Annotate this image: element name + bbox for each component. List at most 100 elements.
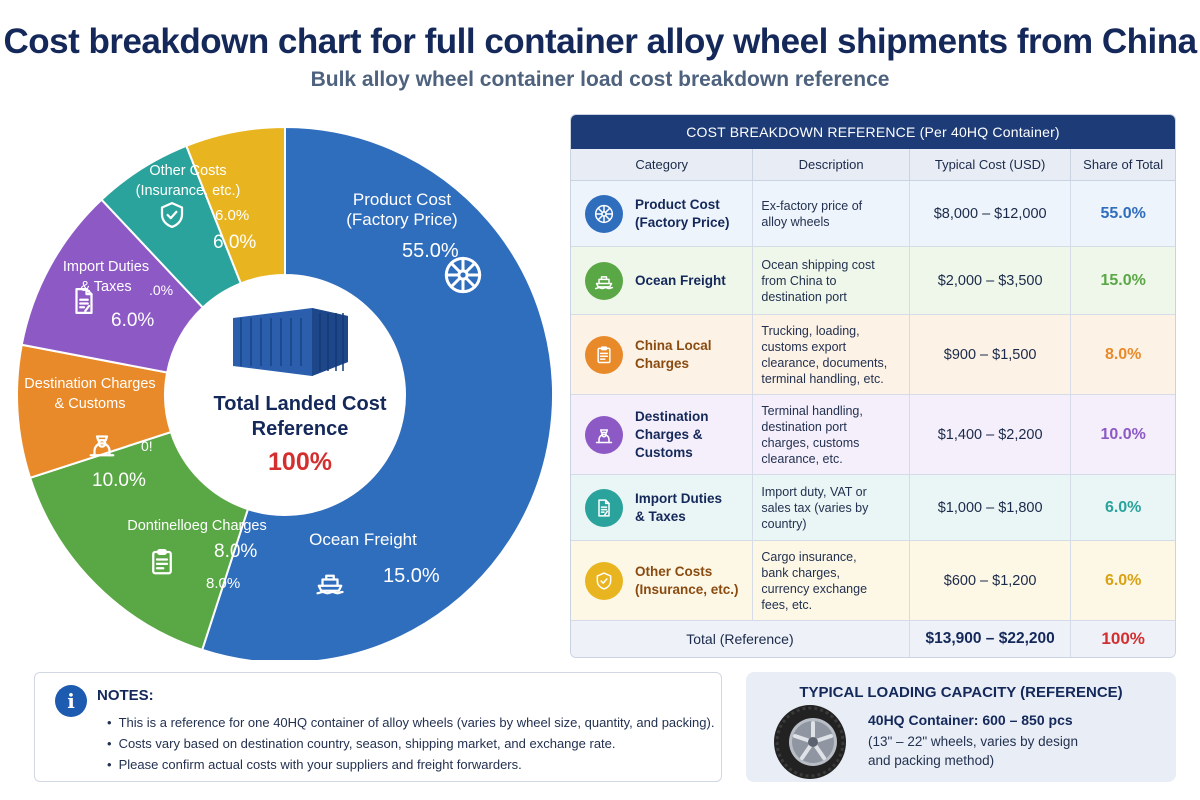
row-category-line: Ocean Freight (635, 272, 726, 288)
row-description: Trucking, loading, customs export clearanc… (753, 315, 910, 394)
total-share: 100% (1101, 629, 1145, 648)
row-cost: $900 – $1,500 (910, 315, 1072, 394)
info-icon: i (55, 685, 87, 717)
ship-icon (316, 574, 344, 595)
row-category-line: Destination (635, 408, 709, 424)
row-description-line: Ex-factory price of (761, 198, 863, 213)
row-cost: $8,000 – $12,000 (910, 181, 1072, 246)
slice-extra: 0! (141, 438, 153, 454)
row-cost: $2,000 – $3,500 (910, 247, 1072, 314)
table-row: Import Duties & Taxes Import duty, VAT or s… (571, 475, 1175, 541)
row-category-line: Charges & Customs (635, 426, 703, 460)
capacity-detail-line: and packing method) (868, 753, 995, 768)
officer-icon (585, 415, 623, 454)
row-description-line: Cargo insurance, (761, 549, 857, 564)
slice-percent: 10.0% (92, 470, 146, 491)
row-share: 6.0% (1104, 498, 1142, 516)
row-share: 6.0% (1104, 571, 1142, 589)
row-description-line: Ocean shipping cost (761, 257, 875, 272)
row-category: Other Costs (Insurance, etc.) (571, 541, 754, 620)
slice-label: (Factory Price) (346, 210, 457, 229)
row-description-line: terminal handling, etc. (761, 371, 884, 386)
capacity-main: 40HQ Container: 600 – 850 pcs (868, 712, 1073, 728)
table-row: Destination Charges & Customs Terminal han… (571, 395, 1175, 475)
capacity-detail-line: (13" – 22" wheels, varies by design (868, 734, 1078, 749)
table-row: Other Costs (Insurance, etc.) Cargo insura… (571, 541, 1175, 621)
row-description-line: destination port (761, 289, 847, 304)
slice-label: Other Costs (149, 163, 226, 179)
cost-breakdown-table: COST BREAKDOWN REFERENCE (Per 40HQ Conta… (570, 114, 1176, 658)
total-label: Total (Reference) (571, 621, 910, 657)
slice-label: (Insurance, etc.) (136, 183, 241, 199)
wheel-icon (444, 256, 482, 294)
row-description-line: charges, customs (761, 435, 860, 450)
row-description-line: destination port (761, 419, 847, 434)
slice-label: Import Duties (63, 259, 149, 275)
note-item: Costs vary based on destination country,… (107, 733, 714, 754)
slice-label: Dontinelloeg Charges (127, 518, 266, 534)
row-cost: $1,000 – $1,800 (910, 475, 1072, 540)
slice-percent: 6.0% (111, 310, 154, 331)
row-category: Ocean Freight (571, 247, 754, 314)
row-description-line: clearance, documents, (761, 355, 888, 370)
row-share: 55.0% (1100, 204, 1146, 222)
table-row: China Local Charges Trucking, loading, cust… (571, 315, 1175, 395)
header-typical-cost: Typical Cost (USD) (910, 149, 1072, 180)
shield-icon (160, 202, 184, 228)
row-category-name: Destination Charges & Customs (635, 408, 752, 462)
row-description-line: Trucking, loading, (761, 323, 860, 338)
row-category: Destination Charges & Customs (571, 395, 754, 474)
row-category-name: Other Costs (Insurance, etc.) (635, 563, 739, 599)
row-category-name: China Local Charges (635, 337, 712, 373)
loading-capacity-panel: TYPICAL LOADING CAPACITY (REFERENCE) 40H… (746, 672, 1176, 782)
row-category-line: (Insurance, etc.) (635, 581, 739, 597)
row-description: Cargo insurance, bank charges, currency ex… (753, 541, 910, 620)
ship-icon (585, 261, 623, 300)
clipboard-icon (152, 549, 172, 575)
slice-label: Destination Charges (24, 376, 155, 392)
wheel-icon (585, 194, 623, 233)
row-description-line: currency exchange (761, 581, 868, 596)
note-item: This is a reference for one 40HQ contain… (107, 712, 715, 733)
row-description: Import duty, VAT or sales tax (varies by c… (753, 475, 910, 540)
slice-percent: 55.0% (402, 240, 459, 262)
slice-percent: 8.0% (214, 541, 257, 562)
row-description-line: Terminal handling, (761, 403, 863, 418)
page-subtitle: Bulk alloy wheel container load cost bre… (310, 68, 890, 91)
table-header-row: Category Description Typical Cost (USD) … (571, 149, 1175, 181)
capacity-title: TYPICAL LOADING CAPACITY (REFERENCE) (799, 684, 1123, 701)
row-category-name: Import Duties & Taxes (635, 490, 722, 526)
row-category-line: China Local (635, 337, 712, 353)
table-body: Product Cost (Factory Price) Ex-factory pr… (571, 181, 1175, 621)
table-total-row: Total (Reference) $13,900 – $22,200 100% (571, 621, 1175, 657)
row-description-line: bank charges, (761, 565, 840, 580)
row-category-line: & Taxes (635, 508, 686, 524)
slice-extra: .0% (149, 282, 173, 298)
row-cost: $600 – $1,200 (910, 541, 1072, 620)
slice-percent: 8.0% (206, 575, 240, 592)
row-description-line: clearance, etc. (761, 451, 843, 466)
slice-label: Ocean Freight (309, 530, 417, 549)
slice-percent: 6.0% (213, 232, 256, 253)
donut-slice (200, 125, 554, 660)
row-category-name: Product Cost (Factory Price) (635, 196, 730, 232)
shield-icon (585, 561, 623, 600)
row-cost: $1,400 – $2,200 (910, 395, 1072, 474)
slice-label: & Taxes (80, 279, 131, 295)
row-category-line: Product Cost (635, 196, 720, 212)
row-description-line: country) (761, 516, 807, 531)
row-category-name: Ocean Freight (635, 272, 726, 290)
donut-slice (185, 125, 286, 285)
row-share: 10.0% (1100, 425, 1146, 443)
row-description-line: sales tax (varies by (761, 500, 869, 515)
center-label: Reference (252, 418, 349, 440)
row-share: 8.0% (1104, 345, 1142, 363)
row-description: Ex-factory price of alloy wheels (753, 181, 910, 246)
center-label: Total Landed Cost (214, 393, 387, 415)
slice-percent: 15.0% (383, 565, 440, 587)
row-description: Terminal handling, destination port charge… (753, 395, 910, 474)
row-description-line: fees, etc. (761, 597, 813, 612)
notes-title: NOTES: (97, 687, 154, 704)
note-item: Please confirm actual costs with your su… (107, 754, 714, 775)
row-category: China Local Charges (571, 315, 754, 394)
